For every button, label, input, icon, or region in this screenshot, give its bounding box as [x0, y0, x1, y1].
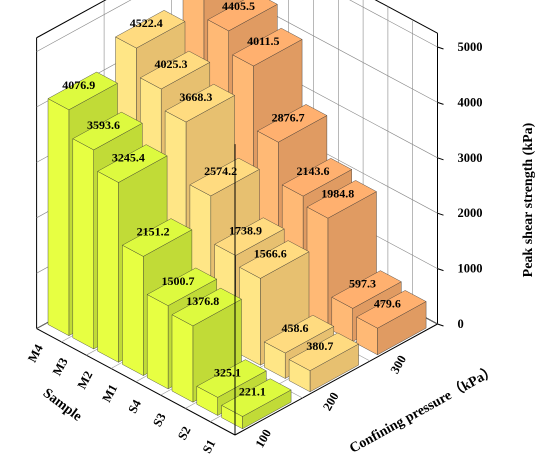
z-tick: [437, 157, 444, 161]
x-tick-label: M2: [75, 369, 96, 392]
bar-face-left: [122, 244, 144, 376]
bar-face-top: [281, 158, 353, 197]
bar-face-top: [196, 359, 267, 398]
z-tick: [437, 268, 444, 272]
bar-S1-300: [356, 290, 427, 356]
bar-face-top: [139, 50, 211, 90]
bar-face-left: [146, 294, 169, 390]
bar-face-top: [306, 180, 377, 219]
box-edge: [234, 323, 438, 436]
data-label: 325.1: [214, 366, 241, 380]
bar-face-top: [331, 270, 402, 309]
grid-line: [349, 0, 438, 48]
z-tick: [437, 46, 444, 50]
y-axis-title: Confining pressure（kPa）: [347, 362, 500, 456]
bar-face-top: [263, 314, 335, 354]
z-tick: [437, 323, 444, 327]
data-label: 4025.3: [155, 57, 188, 71]
z-tick-label: 5000: [458, 40, 483, 54]
bar-face-top: [72, 111, 143, 151]
bar-face-top: [207, 0, 278, 32]
data-label: 4522.4: [130, 16, 163, 30]
bar-S1-200: [288, 332, 360, 393]
bar-face-left: [47, 98, 70, 337]
x-tick-label: S1: [200, 437, 219, 455]
bar-S1-100: [221, 378, 292, 430]
bar-face-top: [164, 83, 236, 123]
x-tick-label: S2: [175, 424, 194, 442]
data-label: 2143.6: [296, 164, 329, 178]
x-axis-title: Sample: [40, 386, 84, 425]
box-edge: [374, 0, 438, 34]
box-edge: [36, 0, 107, 39]
x-tick-label: S3: [150, 411, 169, 429]
bar-face-top: [121, 218, 193, 257]
data-label: 597.3: [349, 276, 376, 290]
grid-line: [36, 0, 132, 52]
y-tick-label: 200: [320, 390, 341, 413]
bar-face-top: [146, 267, 218, 306]
bar-face-left: [239, 266, 261, 366]
z-tick-label: 2000: [458, 206, 483, 220]
data-label: 4011.5: [247, 34, 279, 48]
data-label: 3245.4: [112, 151, 145, 165]
data-label: 3668.3: [179, 90, 212, 104]
data-label: 1566.6: [254, 246, 287, 260]
data-label: 221.1: [239, 385, 266, 399]
data-label: 1376.8: [186, 294, 219, 308]
z-axis-title: Peak shear strength (kPa): [521, 122, 536, 277]
bar-face-top: [97, 144, 168, 183]
z-tick: [437, 101, 444, 105]
data-label: 1738.9: [229, 224, 262, 238]
bar-face-top: [232, 27, 303, 67]
bar-face-top: [47, 71, 118, 111]
y-tick-label: 100: [253, 427, 274, 450]
bar-face-left: [171, 314, 194, 403]
data-label: 4405.5: [222, 0, 255, 13]
bar-face-top: [115, 10, 186, 49]
data-label: 2876.7: [272, 110, 305, 124]
z-tick-label: 0: [458, 317, 464, 331]
z-tick-label: 3000: [458, 151, 483, 165]
bar-face-left: [306, 206, 329, 329]
bar-face-top: [189, 157, 260, 197]
data-label: 4076.9: [62, 78, 95, 92]
data-label: 479.6: [374, 296, 401, 310]
bar-face-top: [171, 287, 242, 327]
x-tick-label: M4: [25, 341, 46, 364]
y-tick-label: 300: [388, 353, 409, 376]
z-tick-label: 1000: [458, 262, 483, 276]
bar-face-top: [221, 378, 292, 417]
data-label: 1500.7: [161, 274, 194, 288]
data-label: 2151.2: [137, 224, 170, 238]
bar-face-top: [214, 217, 285, 256]
bar-face-top: [288, 332, 360, 371]
x-tick-label: M3: [50, 355, 71, 378]
data-label: 458.6: [282, 321, 309, 335]
x-tick-label: M1: [99, 382, 120, 405]
data-labels: 221.1 325.1 1376.8 1500.7 2151.2 3245.4 3593.6…: [62, 0, 401, 399]
bar-face-top: [239, 240, 310, 279]
x-tick-label: S4: [125, 397, 144, 416]
data-label: 1984.8: [321, 186, 354, 200]
data-label: 2574.2: [204, 164, 237, 178]
z-tick-label: 4000: [458, 95, 483, 109]
z-tick: [437, 212, 444, 216]
bar-face-top: [256, 104, 328, 143]
data-label: 3593.6: [87, 118, 120, 132]
bar-face-top: [356, 290, 427, 329]
data-label: 380.7: [306, 339, 333, 353]
bars: [47, 0, 427, 430]
bar-face-left: [97, 170, 119, 363]
bar-face-left: [72, 138, 94, 350]
